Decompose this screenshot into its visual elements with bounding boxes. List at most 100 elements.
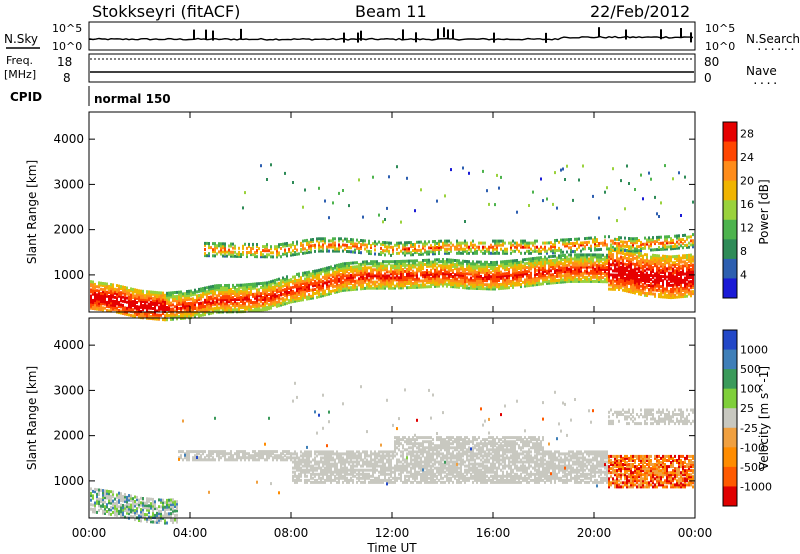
power-cell (382, 262, 384, 266)
power-cell (636, 259, 638, 263)
power-cell (414, 285, 416, 289)
power-cell (518, 283, 520, 287)
power-cell (594, 242, 596, 246)
power-cell (306, 249, 308, 253)
nave-label: Nave (746, 64, 777, 78)
power-cell (332, 241, 334, 245)
power-cell (404, 247, 406, 251)
power-cell (576, 273, 578, 277)
power-cell (666, 257, 668, 261)
power-cell (520, 285, 522, 289)
power-cell (528, 257, 530, 261)
power-colorbar-segment (723, 141, 737, 162)
power-cell (602, 261, 604, 265)
power-cell (212, 250, 214, 254)
power-cell (594, 240, 596, 244)
power-cell (210, 303, 212, 307)
power-cell (580, 267, 582, 271)
power-cell (426, 271, 428, 274)
power-cell (596, 248, 598, 252)
power-cell (166, 297, 168, 301)
power-cell (160, 307, 162, 311)
power-cell (122, 305, 124, 309)
power-cell (616, 219, 618, 223)
power-cell (296, 287, 298, 291)
power-cell (492, 281, 494, 285)
power-cell (580, 253, 582, 257)
power-cell (250, 299, 252, 303)
power-cell (496, 239, 498, 243)
power-cell (686, 266, 688, 270)
power-cell (520, 245, 522, 249)
power-cell (186, 292, 188, 295)
power-cell (648, 277, 650, 281)
power-cell (676, 295, 678, 299)
power-cell (180, 300, 182, 304)
power-cell (132, 308, 134, 312)
power-cell (632, 258, 634, 262)
power-cell (360, 247, 362, 251)
power-cell (502, 278, 504, 282)
power-cell (644, 263, 646, 267)
power-cell (598, 255, 600, 259)
power-cell (334, 237, 336, 241)
power-cell (634, 237, 636, 241)
velocity-cell (128, 498, 130, 502)
power-cell (678, 266, 680, 270)
power-cell (440, 266, 442, 270)
power-cell (506, 266, 508, 269)
power-cell (648, 275, 650, 279)
power-cell (346, 278, 348, 282)
power-cell (490, 263, 492, 266)
power-cell (152, 313, 154, 317)
power-cell (466, 245, 468, 249)
velocity-cell (114, 511, 116, 515)
power-cell (348, 263, 350, 267)
power-cell (570, 265, 572, 269)
power-cell (608, 287, 610, 291)
power-cell (270, 292, 272, 296)
power-cell (246, 285, 248, 289)
power-cell (492, 247, 494, 251)
power-cell (574, 267, 576, 271)
power-cell (262, 245, 264, 249)
power-cell (302, 247, 304, 251)
power-cell (298, 296, 300, 300)
power-cell (130, 313, 132, 317)
power-cell (616, 281, 618, 285)
power-cell (480, 262, 482, 266)
power-cell (614, 265, 616, 269)
power-cell (428, 240, 430, 244)
power-cell (444, 282, 446, 286)
power-cell (110, 297, 112, 301)
power-cell (108, 297, 110, 301)
power-cell (318, 283, 320, 286)
power-cell (668, 267, 670, 271)
power-cell (140, 289, 142, 293)
power-cell (184, 306, 186, 310)
power-cell (446, 278, 448, 282)
power-cell (264, 302, 266, 305)
power-cell (534, 245, 536, 249)
power-cell (462, 271, 464, 275)
power-cell (464, 274, 466, 278)
power-cell (442, 272, 444, 276)
power-cell (376, 262, 378, 266)
power-cell (318, 186, 320, 190)
power-cell (630, 260, 632, 263)
power-cell (538, 278, 540, 282)
power-cell (242, 303, 244, 307)
power-cell (540, 276, 542, 280)
power-cell (560, 262, 562, 266)
power-cell (440, 239, 442, 243)
power-cell (444, 268, 446, 272)
power-cell (544, 265, 546, 269)
power-cell (234, 302, 236, 306)
power-cell (256, 245, 258, 248)
power-cell (314, 283, 316, 287)
power-cell (328, 270, 330, 274)
power-cell (436, 258, 438, 262)
power-cell (254, 286, 256, 290)
power-cell (138, 291, 140, 295)
power-cell (602, 265, 604, 269)
